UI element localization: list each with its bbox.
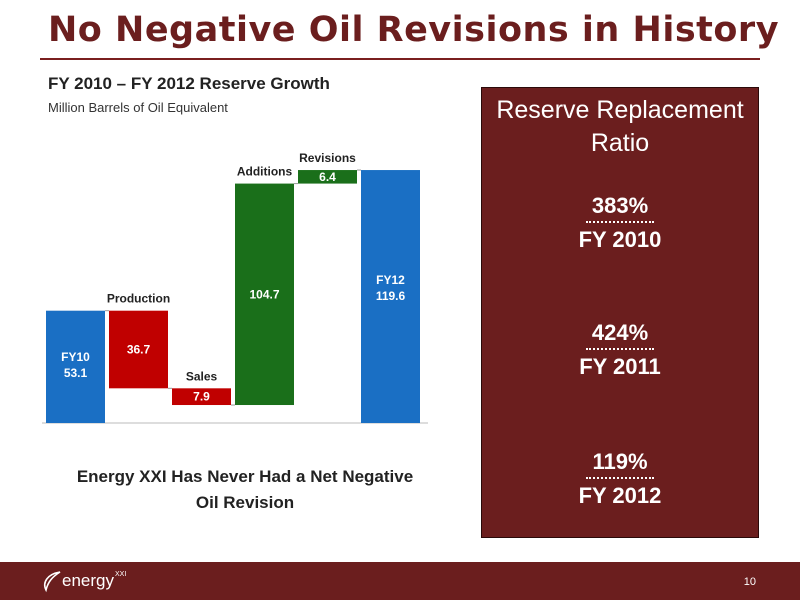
page-number: 10 bbox=[743, 576, 756, 588]
data-label: 7.9 bbox=[193, 390, 210, 404]
bar-fy12 bbox=[361, 170, 420, 423]
chart-title: FY 2010 – FY 2012 Reserve Growth bbox=[48, 74, 330, 93]
rrr-item-fy2011: 424% FY 2011 bbox=[482, 320, 758, 380]
bar-revisions bbox=[298, 170, 357, 184]
category-label: Revisions bbox=[299, 151, 356, 165]
rrr-item-fy2010: 383% FY 2010 bbox=[482, 193, 758, 253]
logo-text: energy bbox=[62, 571, 114, 590]
data-label: 119.6 bbox=[376, 289, 406, 303]
bar-production bbox=[109, 310, 168, 389]
category-label: Sales bbox=[186, 369, 218, 383]
logo-superscript: XXI bbox=[114, 571, 127, 578]
category-label: Production bbox=[107, 292, 170, 306]
rrr-percent: 383% bbox=[585, 193, 655, 223]
data-label: 53.1 bbox=[64, 366, 88, 380]
chart-units: Million Barrels of Oil Equivalent bbox=[48, 100, 228, 115]
bar-additions bbox=[235, 183, 294, 406]
rrr-heading: Reserve Replacement Ratio bbox=[496, 96, 744, 157]
category-label: Additions bbox=[237, 165, 293, 179]
data-label-name: FY12 bbox=[376, 273, 405, 287]
rrr-year: FY 2012 bbox=[578, 483, 662, 508]
footer-bar: energyXXI 10 bbox=[0, 562, 800, 600]
rrr-year: FY 2011 bbox=[579, 354, 661, 379]
rrr-percent: 119% bbox=[586, 449, 654, 479]
bar-fy10 bbox=[46, 310, 105, 423]
bar-sales bbox=[172, 388, 231, 406]
swoosh-icon bbox=[44, 571, 61, 593]
rrr-year: FY 2010 bbox=[578, 227, 662, 252]
data-label: 36.7 bbox=[127, 343, 151, 357]
rrr-item-fy2012: 119% FY 2012 bbox=[482, 449, 758, 509]
rrr-percent: 424% bbox=[585, 320, 655, 350]
data-label-name: FY10 bbox=[61, 350, 90, 364]
data-label: 6.4 bbox=[319, 170, 336, 184]
data-label: 104.7 bbox=[249, 287, 279, 301]
slide-title: No Negative Oil Revisions in History bbox=[48, 10, 780, 50]
chart-note: Energy XXI Has Never Had a Net Negative … bbox=[76, 467, 414, 512]
title-divider bbox=[40, 58, 760, 60]
reserve-replacement-panel: Reserve Replacement Ratio 383% FY 2010 4… bbox=[481, 87, 759, 538]
waterfall-chart: FY10 53.1 36.7 Production 7.9 Sales 104.7 Addit… bbox=[42, 151, 428, 424]
